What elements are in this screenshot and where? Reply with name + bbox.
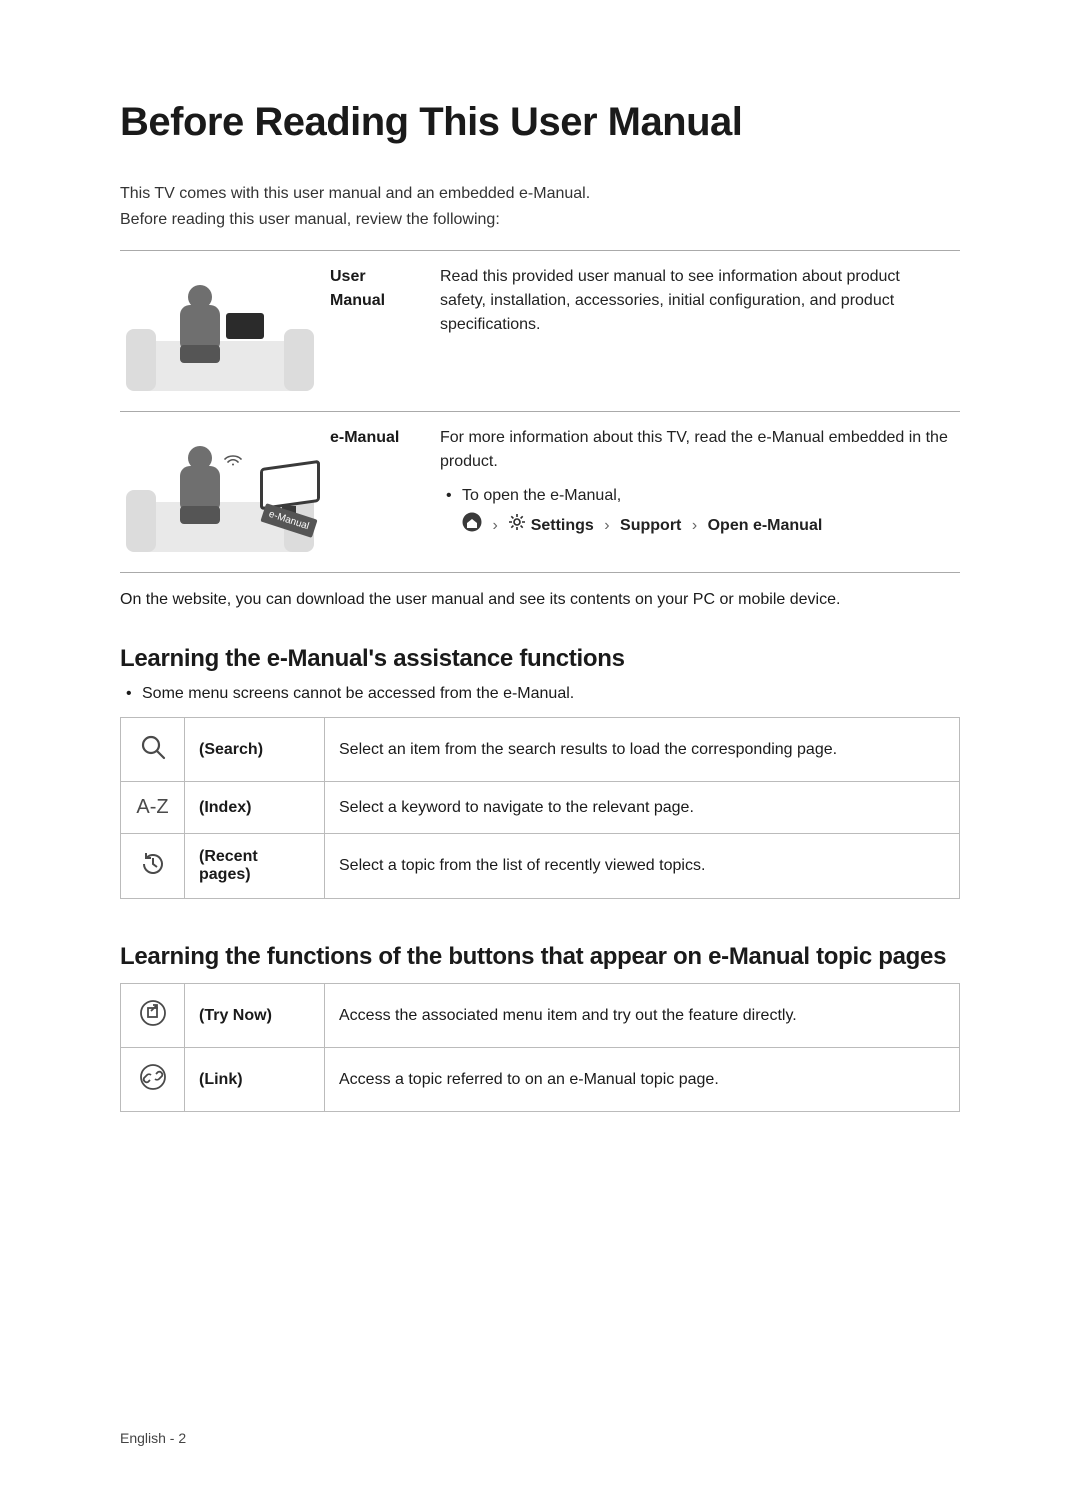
search-icon xyxy=(121,718,185,782)
index-name: (Index) xyxy=(185,782,325,834)
recent-row: (Recent pages) Select a topic from the l… xyxy=(121,834,960,899)
gear-icon xyxy=(508,513,526,539)
try-now-name: (Try Now) xyxy=(185,984,325,1048)
index-row: A-Z (Index) Select a keyword to navigate… xyxy=(121,782,960,834)
path-sep-1: › xyxy=(492,517,497,534)
topic-buttons-heading: Learning the functions of the buttons th… xyxy=(120,943,960,971)
manuals-table: User Manual Read this provided user manu… xyxy=(120,250,960,573)
try-now-icon xyxy=(121,984,185,1048)
user-manual-label: User Manual xyxy=(320,251,430,412)
recent-name: (Recent pages) xyxy=(185,834,325,899)
link-icon xyxy=(121,1048,185,1112)
footer-language: English xyxy=(120,1430,166,1446)
crumb-support: Support xyxy=(620,517,681,534)
user-manual-illustration xyxy=(120,251,320,412)
user-manual-row: User Manual Read this provided user manu… xyxy=(120,251,960,412)
topic-buttons-table: (Try Now) Access the associated menu ite… xyxy=(120,983,960,1112)
search-desc: Select an item from the search results t… xyxy=(325,718,960,782)
e-manual-desc: For more information about this TV, read… xyxy=(440,426,950,474)
link-desc: Access a topic referred to on an e-Manua… xyxy=(325,1048,960,1112)
index-icon: A-Z xyxy=(121,782,185,834)
e-manual-label: e-Manual xyxy=(320,412,430,573)
recent-icon xyxy=(121,834,185,899)
crumb-settings: Settings xyxy=(531,517,594,534)
wifi-icon xyxy=(222,450,244,472)
footer-page-number: 2 xyxy=(178,1430,186,1446)
link-row: (Link) Access a topic referred to on an … xyxy=(121,1048,960,1112)
home-icon xyxy=(462,512,482,540)
try-now-row: (Try Now) Access the associated menu ite… xyxy=(121,984,960,1048)
try-now-desc: Access the associated menu item and try … xyxy=(325,984,960,1048)
after-table-note: On the website, you can download the use… xyxy=(120,591,960,609)
path-sep-2: › xyxy=(604,517,609,534)
recent-desc: Select a topic from the list of recently… xyxy=(325,834,960,899)
assistance-functions-table: (Search) Select an item from the search … xyxy=(120,717,960,899)
search-row: (Search) Select an item from the search … xyxy=(121,718,960,782)
intro-line-2: Before reading this user manual, review … xyxy=(120,207,960,233)
assistance-heading: Learning the e-Manual's assistance funct… xyxy=(120,645,960,673)
index-desc: Select a keyword to navigate to the rele… xyxy=(325,782,960,834)
search-name: (Search) xyxy=(185,718,325,782)
e-manual-open-line: To open the e-Manual, xyxy=(440,484,950,508)
path-sep-3: › xyxy=(692,517,697,534)
e-manual-desc-cell: For more information about this TV, read… xyxy=(430,412,960,573)
e-manual-illustration: e-Manual xyxy=(120,412,320,573)
page-title: Before Reading This User Manual xyxy=(120,100,960,145)
user-manual-desc: Read this provided user manual to see in… xyxy=(430,251,960,412)
link-name: (Link) xyxy=(185,1048,325,1112)
page-footer: English - 2 xyxy=(120,1430,186,1446)
e-manual-open-path: › Settings › Support › Open e-Manual xyxy=(440,512,950,540)
intro-block: This TV comes with this user manual and … xyxy=(120,181,960,232)
crumb-open-e-manual: Open e-Manual xyxy=(708,517,823,534)
e-manual-row: e-Manual e-Manual For more information a… xyxy=(120,412,960,573)
footer-sep: - xyxy=(166,1430,178,1446)
intro-line-1: This TV comes with this user manual and … xyxy=(120,181,960,207)
assistance-note: Some menu screens cannot be accessed fro… xyxy=(120,685,960,703)
